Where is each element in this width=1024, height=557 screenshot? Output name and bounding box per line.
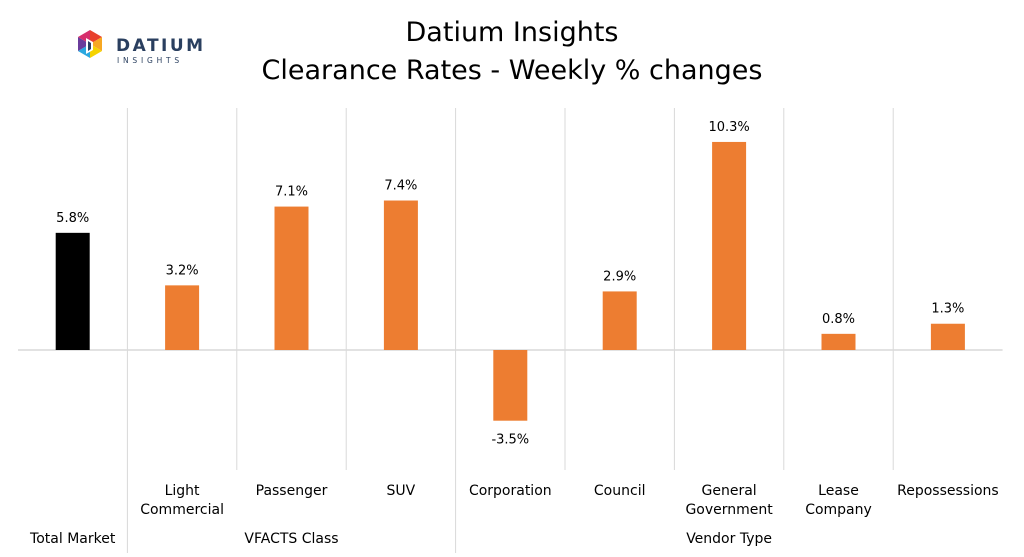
category-label: Corporation	[469, 483, 552, 499]
data-label: 7.4%	[384, 179, 417, 194]
chart-subtitle: Clearance Rates - Weekly % changes	[261, 55, 763, 86]
brand-tagline: INSIGHTS	[117, 56, 183, 65]
category-label: Light	[165, 483, 200, 499]
category-label: Commercial	[140, 502, 224, 518]
bar	[930, 323, 965, 350]
group-label: Vendor Type	[686, 531, 772, 547]
category-label: General	[702, 483, 757, 499]
category-label: Government	[685, 502, 773, 518]
bar	[55, 232, 90, 350]
data-label: 5.8%	[56, 211, 89, 226]
group-label: VFACTS Class	[244, 531, 338, 547]
data-label: -3.5%	[491, 433, 529, 448]
bar	[274, 206, 309, 350]
category-label: Repossessions	[897, 483, 999, 499]
brand-name: DATIUM	[116, 36, 206, 56]
data-label: 3.2%	[166, 263, 199, 278]
datium-hexagon-icon	[78, 30, 102, 58]
bar	[165, 285, 200, 350]
category-label: SUV	[387, 483, 416, 499]
category-label: Lease	[818, 483, 859, 499]
category-label: Council	[594, 483, 646, 499]
category-label: Passenger	[256, 483, 328, 499]
bar	[821, 333, 856, 350]
category-label: Company	[805, 502, 872, 518]
bar	[602, 291, 637, 350]
datium-logo	[78, 30, 102, 58]
group-label: Total Market	[29, 531, 116, 547]
data-label: 10.3%	[708, 120, 749, 135]
bar	[712, 141, 747, 350]
data-label: 7.1%	[275, 185, 308, 200]
bar	[493, 350, 528, 421]
bar	[383, 200, 418, 350]
data-label: 1.3%	[931, 302, 964, 317]
data-label: 2.9%	[603, 269, 636, 284]
chart-title: Datium Insights	[405, 17, 619, 48]
data-label: 0.8%	[822, 312, 855, 327]
